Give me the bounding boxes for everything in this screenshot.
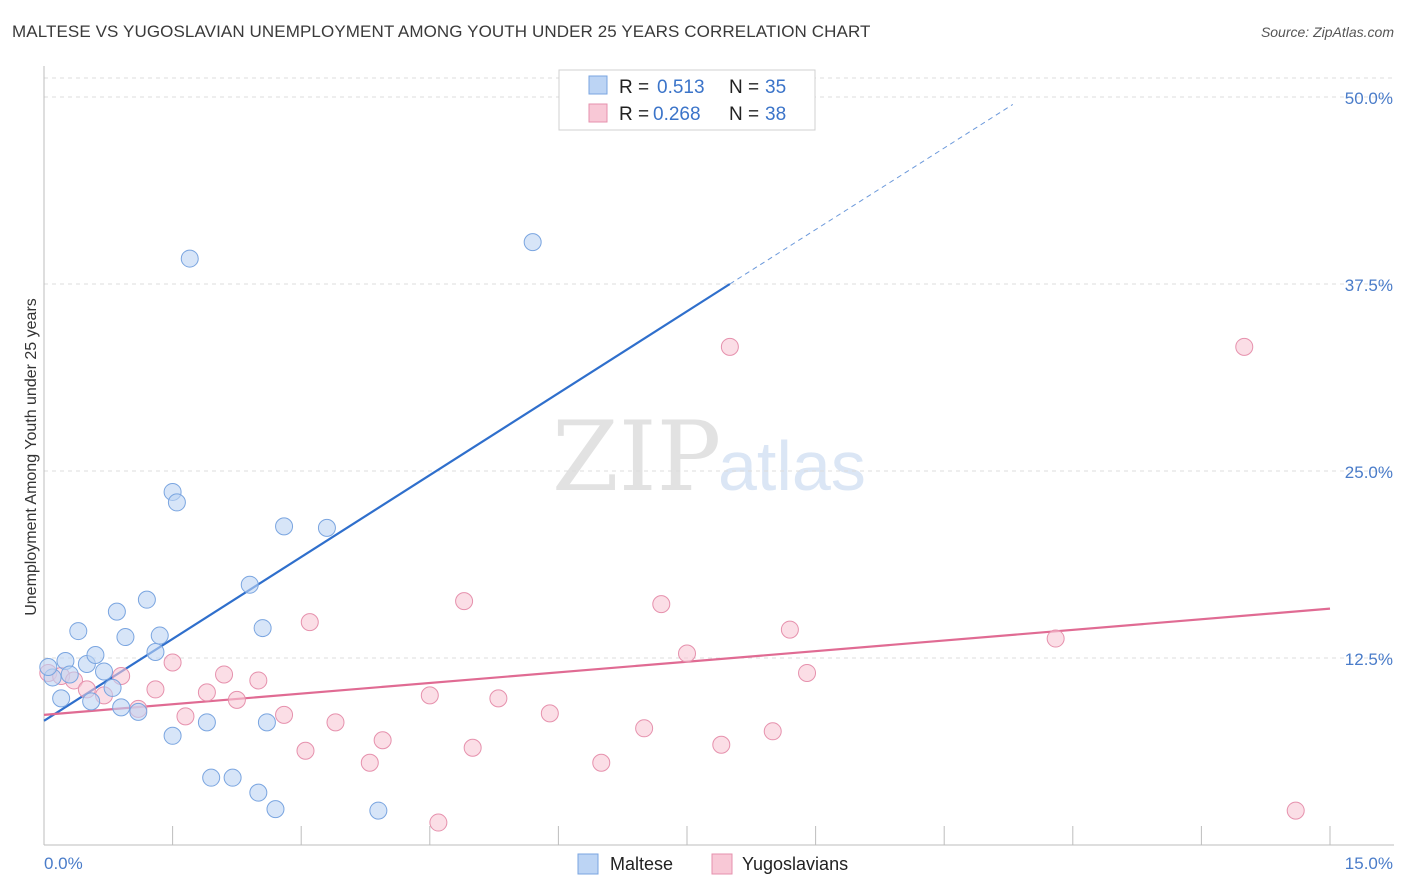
point-maltese bbox=[249, 783, 268, 802]
point-yugoslavians bbox=[455, 592, 474, 611]
legend-r-value-maltese: 0.513 bbox=[657, 77, 705, 98]
point-yugoslavians bbox=[215, 665, 234, 684]
point-maltese bbox=[69, 622, 88, 641]
point-yugoslavians bbox=[678, 644, 696, 663]
point-maltese bbox=[317, 518, 336, 537]
chart-title: MALTESE VS YUGOSLAVIAN UNEMPLOYMENT AMON… bbox=[12, 22, 871, 41]
point-yugoslavians bbox=[227, 690, 246, 709]
legend-n-value-yugoslavians: 38 bbox=[765, 104, 786, 125]
point-maltese bbox=[146, 643, 165, 662]
point-yugoslavians bbox=[652, 595, 671, 614]
point-yugoslavians bbox=[176, 707, 195, 726]
point-yugoslavians bbox=[763, 722, 782, 741]
point-yugoslavians bbox=[720, 337, 739, 356]
point-yugoslavians bbox=[275, 705, 294, 724]
tick-labels: 12.5% 25.0% 37.5% 50.0% 0.0% 15.0% bbox=[44, 89, 1393, 873]
point-maltese bbox=[202, 768, 221, 787]
source-credit: Source: ZipAtlas.com bbox=[1260, 24, 1394, 40]
watermark-atlas: atlas bbox=[718, 427, 866, 505]
point-yugoslavians bbox=[712, 735, 731, 754]
legend-swatch-maltese bbox=[588, 75, 608, 95]
legend-n-value-maltese: 35 bbox=[765, 77, 786, 98]
x-tick-label: 15.0% bbox=[1345, 854, 1393, 873]
point-maltese bbox=[52, 689, 71, 708]
point-yugoslavians bbox=[197, 683, 216, 702]
point-yugoslavians bbox=[146, 680, 165, 699]
legend-swatch-yugoslavians bbox=[588, 103, 608, 123]
trend-line-maltese-extension bbox=[729, 104, 1014, 285]
point-yugoslavians bbox=[798, 663, 817, 682]
point-yugoslavians bbox=[429, 813, 448, 832]
point-maltese bbox=[369, 801, 388, 820]
point-yugoslavians bbox=[1286, 801, 1305, 820]
point-maltese bbox=[150, 626, 169, 645]
point-yugoslavians bbox=[326, 713, 345, 732]
point-maltese bbox=[167, 493, 186, 512]
point-maltese bbox=[197, 713, 216, 732]
point-maltese bbox=[266, 800, 285, 819]
bottom-legend-label-yugoslavians: Yugoslavians bbox=[742, 854, 848, 874]
point-maltese bbox=[523, 233, 542, 252]
point-yugoslavians bbox=[463, 738, 482, 757]
point-maltese bbox=[103, 678, 122, 697]
y-axis-label: Unemployment Among Youth under 25 years bbox=[23, 298, 40, 616]
point-maltese bbox=[253, 619, 272, 638]
point-maltese bbox=[60, 665, 79, 684]
legend-r-label-yugoslavians: R = bbox=[619, 104, 649, 125]
legend-r-label-maltese: R = bbox=[619, 77, 649, 98]
point-yugoslavians bbox=[635, 719, 654, 738]
y-tick-label: 50.0% bbox=[1345, 89, 1393, 108]
legend-r-value-yugoslavians: 0.268 bbox=[653, 104, 701, 125]
legend-n-label-yugoslavians: N = bbox=[729, 104, 759, 125]
point-maltese bbox=[275, 517, 294, 536]
x-tick-label: 0.0% bbox=[44, 854, 83, 873]
point-maltese bbox=[137, 590, 156, 609]
point-maltese bbox=[86, 646, 105, 665]
axes bbox=[43, 66, 1394, 846]
legend-n-label-maltese: N = bbox=[729, 77, 759, 98]
point-yugoslavians bbox=[1046, 629, 1065, 648]
point-yugoslavians bbox=[540, 704, 559, 723]
point-maltese bbox=[257, 713, 276, 732]
bottom-legend-swatch-maltese bbox=[577, 853, 599, 875]
point-maltese bbox=[82, 692, 101, 711]
point-maltese bbox=[112, 698, 131, 717]
point-yugoslavians bbox=[592, 753, 611, 772]
y-tick-label: 12.5% bbox=[1345, 650, 1393, 669]
y-tick-label: 25.0% bbox=[1345, 463, 1393, 482]
point-maltese bbox=[240, 575, 259, 594]
point-maltese bbox=[107, 602, 126, 621]
bottom-legend-swatch-yugoslavians bbox=[711, 853, 733, 875]
legend-box: R = 0.513 N = 35 R = 0.268 N = 38 bbox=[558, 69, 816, 131]
bottom-legend: Maltese Yugoslavians bbox=[577, 853, 848, 875]
gridlines bbox=[44, 77, 1394, 659]
point-maltese bbox=[95, 662, 114, 681]
point-maltese bbox=[116, 628, 135, 647]
point-maltese bbox=[163, 726, 182, 745]
point-yugoslavians bbox=[296, 741, 315, 760]
point-yugoslavians bbox=[249, 671, 268, 690]
point-yugoslavians bbox=[489, 689, 508, 708]
point-yugoslavians bbox=[300, 613, 319, 632]
bottom-legend-label-maltese: Maltese bbox=[610, 854, 673, 874]
point-maltese bbox=[39, 657, 58, 676]
y-tick-label: 37.5% bbox=[1345, 276, 1393, 295]
point-yugoslavians bbox=[1235, 337, 1254, 356]
point-yugoslavians bbox=[373, 731, 392, 750]
point-maltese bbox=[223, 768, 242, 787]
data-points bbox=[39, 99, 1305, 832]
point-yugoslavians bbox=[360, 753, 379, 772]
point-yugoslavians bbox=[163, 653, 182, 672]
point-yugoslavians bbox=[780, 620, 799, 639]
point-maltese bbox=[129, 702, 148, 721]
watermark-zip: ZIP bbox=[552, 401, 721, 513]
point-maltese bbox=[180, 249, 199, 268]
point-yugoslavians bbox=[420, 686, 439, 705]
